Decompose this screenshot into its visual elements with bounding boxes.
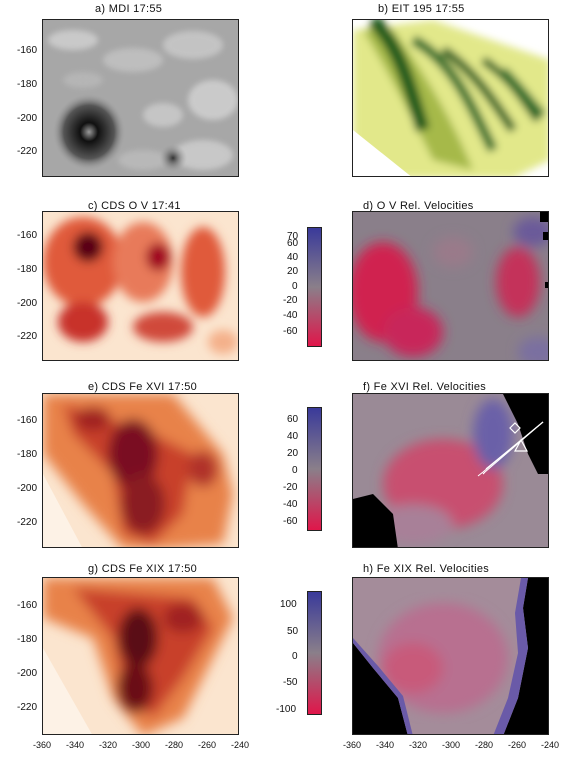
y-tick-label: -200 bbox=[16, 668, 37, 679]
y-tick-label: -220 bbox=[16, 146, 37, 157]
colorbar-tick-label: 20 bbox=[287, 448, 299, 459]
panel-g-title: g) CDS Fe XIX 17:50 bbox=[88, 563, 198, 575]
colorbar-tick-label: -100 bbox=[276, 704, 297, 715]
x-tick-label: -300 bbox=[441, 740, 460, 750]
ov-velocity-colorbar bbox=[307, 227, 322, 347]
colorbar-tick-label: 50 bbox=[287, 626, 299, 637]
fexvi-velocity-colorbar bbox=[307, 407, 322, 531]
colorbar-tick-label: 70 bbox=[287, 231, 299, 242]
y-tick-label: -200 bbox=[16, 298, 37, 309]
y-tick-label: -180 bbox=[16, 79, 37, 90]
y-tick-label: -220 bbox=[16, 517, 37, 528]
y-tick-label: -160 bbox=[16, 230, 37, 241]
colorbar-tick-label: 40 bbox=[287, 252, 299, 263]
colorbar-tick-label: -20 bbox=[283, 295, 298, 306]
cds-fexvi-intensity-image bbox=[42, 393, 239, 548]
colorbar-tick-label: -40 bbox=[283, 499, 298, 510]
x-tick-label: -280 bbox=[164, 740, 183, 750]
colorbar-tick-label: -20 bbox=[283, 482, 298, 493]
panel-a-title: a) MDI 17:55 bbox=[95, 3, 163, 15]
y-tick-label: -220 bbox=[16, 702, 37, 713]
y-tick-label: -180 bbox=[16, 264, 37, 275]
colorbar-tick-label: 0 bbox=[292, 651, 298, 662]
panel-e-title: e) CDS Fe XVI 17:50 bbox=[88, 381, 198, 393]
x-tick-label: -360 bbox=[342, 740, 361, 750]
colorbar-tick-label: 100 bbox=[280, 599, 297, 610]
x-tick-label: -280 bbox=[474, 740, 493, 750]
y-tick-label: -220 bbox=[16, 331, 37, 342]
colorbar-tick-label: 60 bbox=[287, 414, 299, 425]
colorbar-tick-label: 0 bbox=[292, 465, 298, 476]
colorbar-tick-label: 0 bbox=[292, 281, 298, 292]
colorbar-tick-label: 40 bbox=[287, 431, 299, 442]
y-tick-label: -160 bbox=[16, 600, 37, 611]
fexvi-velocity-image bbox=[352, 393, 549, 548]
x-tick-label: -240 bbox=[540, 740, 559, 750]
y-tick-label: -200 bbox=[16, 483, 37, 494]
ov-velocity-image bbox=[352, 211, 549, 361]
eit-195-image bbox=[352, 19, 549, 177]
x-tick-label: -340 bbox=[375, 740, 394, 750]
x-tick-label: -360 bbox=[32, 740, 51, 750]
panel-d-title: d) O V Rel. Velocities bbox=[363, 200, 474, 212]
y-tick-label: -160 bbox=[16, 45, 37, 56]
panel-f-title: f) Fe XVI Rel. Velocities bbox=[363, 381, 487, 393]
panel-b-title: b) EIT 195 17:55 bbox=[378, 3, 465, 15]
fexix-velocity-image bbox=[352, 577, 549, 735]
cds-ov-intensity-image bbox=[42, 211, 239, 361]
panel-c-title: c) CDS O V 17:41 bbox=[88, 200, 181, 212]
colorbar-tick-label: -50 bbox=[283, 677, 298, 688]
x-tick-label: -340 bbox=[65, 740, 84, 750]
panel-h-title: h) Fe XIX Rel. Velocities bbox=[363, 563, 490, 575]
x-tick-label: -260 bbox=[197, 740, 216, 750]
y-tick-label: -180 bbox=[16, 449, 37, 460]
colorbar-tick-label: 60 bbox=[287, 238, 299, 249]
x-tick-label: -300 bbox=[131, 740, 150, 750]
x-tick-label: -320 bbox=[98, 740, 117, 750]
cds-fexix-intensity-image bbox=[42, 577, 239, 735]
colorbar-tick-label: -60 bbox=[283, 326, 298, 337]
colorbar-tick-label: -60 bbox=[283, 516, 298, 527]
x-tick-label: -260 bbox=[507, 740, 526, 750]
y-tick-label: -160 bbox=[16, 415, 37, 426]
y-tick-label: -200 bbox=[16, 113, 37, 124]
colorbar-tick-label: -40 bbox=[283, 310, 298, 321]
x-tick-label: -240 bbox=[230, 740, 249, 750]
y-tick-label: -180 bbox=[16, 634, 37, 645]
fexix-velocity-colorbar bbox=[307, 591, 322, 715]
x-tick-label: -320 bbox=[408, 740, 427, 750]
colorbar-tick-label: 20 bbox=[287, 266, 299, 277]
mdi-magnetogram-image bbox=[42, 19, 239, 177]
